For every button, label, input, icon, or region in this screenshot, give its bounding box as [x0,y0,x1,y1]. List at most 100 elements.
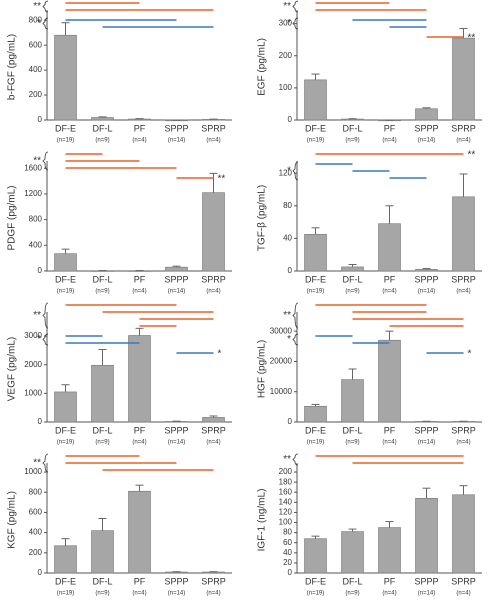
panel: 0 400 800 1200 1600 PDGF (pg/mL) DF-E (n=19) DF-… [7,151,232,295]
bar [415,497,438,574]
y-tick-label: 100 [279,83,293,92]
bar [91,530,114,574]
x-tick-label: DF-L [343,274,363,284]
n-label: (n=9) [95,138,109,144]
y-tick-label: 0 [38,266,43,275]
x-tick-label: SPPP [414,576,438,586]
y-tick-label: 80 [283,528,292,537]
bar [452,37,475,121]
n-label: (n=14) [418,440,436,446]
bar [304,234,327,272]
y-tick-label: 60 [283,538,292,547]
n-label: (n=14) [418,289,436,295]
x-tick-label: SPRP [201,576,226,586]
x-tick-label: PF [384,425,396,435]
x-tick-label: SPPP [164,123,188,133]
x-tick-label: SPRP [201,274,226,284]
brace [42,0,49,13]
brace [42,453,49,473]
y-tick-label: 100 [279,518,293,527]
bar [378,527,401,574]
n-label: (n=14) [168,591,186,597]
x-tick-label: PF [384,274,396,284]
significance-label: ** [218,174,226,185]
bar [304,405,327,423]
bar [304,79,327,121]
significance-label: * [287,18,291,29]
n-label: (n=14) [168,440,186,446]
x-tick-label: SPRP [201,123,226,133]
x-tick-label: SPPP [414,425,438,435]
n-label: (n=19) [57,591,75,597]
y-tick-label: 0 [288,266,293,275]
n-label: (n=4) [382,591,396,597]
brace [42,151,49,171]
y-tick-label: 600 [29,508,43,517]
y-tick-label: 400 [29,240,43,249]
bar [378,223,401,272]
x-tick-label: SPPP [164,576,188,586]
x-tick-label: SPRP [451,274,476,284]
bar [202,417,225,423]
n-label: (n=9) [95,440,109,446]
n-label: (n=14) [418,138,436,144]
panel: 0 200 400 600 800 1000 KGF (pg/mL) DF-E (n=19) DF… [7,453,232,597]
bar [378,339,401,423]
n-label: (n=19) [307,591,325,597]
brace [292,453,299,466]
n-label: (n=14) [168,289,186,295]
x-tick-label: DF-E [305,576,326,586]
y-tick-label: 400 [29,65,43,74]
bar [54,34,77,121]
bar [202,192,225,272]
y-tick-label: 0 [288,115,293,124]
significance-label: ** [283,310,291,321]
significance-label: ** [468,150,476,161]
y-tick-label: 180 [279,477,293,486]
n-label: (n=4) [456,138,470,144]
brace [292,302,299,329]
x-tick-label: PF [384,576,396,586]
n-label: (n=4) [456,440,470,446]
n-label: (n=9) [345,289,359,295]
y-tick-label: 20 [283,558,292,567]
brace [42,17,49,30]
n-label: (n=9) [95,289,109,295]
y-tick-label: 800 [29,487,43,496]
y-tick-label: 200 [279,51,293,60]
significance-label: * [468,349,472,360]
y-tick-label: 200 [29,548,43,557]
y-tick-label: 0 [38,568,43,577]
bar [341,531,364,574]
n-label: (n=4) [206,440,220,446]
bar [165,266,188,272]
significance-label: ** [33,458,41,469]
n-label: (n=4) [132,440,146,446]
y-tick-label: 0 [288,417,293,426]
bar [54,391,77,423]
n-label: (n=4) [132,138,146,144]
brace [292,17,299,30]
n-label: (n=9) [345,440,359,446]
significance-label: * [287,166,291,177]
panel: 0 200 400 600 800 b-FGF (pg/mL) DF-E (n=19) DF-L… [7,0,232,144]
bar [91,364,114,423]
x-tick-label: SPRP [201,425,226,435]
x-tick-label: PF [384,123,396,133]
bar [415,269,438,272]
y-tick-label: 140 [279,497,293,506]
panel: 0 1000 2000 3000 VEGF (pg/mL) DF-E (n=19) DF-L (… [7,302,232,446]
panel: 0 40 80 120 TGF-β (pg/mL) DF-E (n=19) DF-L (n=9)… [257,150,482,295]
significance-label: * [287,334,291,345]
y-tick-label: 40 [283,233,292,242]
n-label: (n=4) [206,591,220,597]
bar [452,494,475,574]
significance-label: ** [283,454,291,465]
n-label: (n=4) [456,591,470,597]
y-axis-label: KGF (pg/mL) [7,491,18,549]
x-tick-label: SPPP [414,274,438,284]
y-axis-label: VEGF (pg/mL) [7,337,18,401]
y-tick-label: 1600 [24,163,42,172]
y-tick-label: 2000 [24,360,42,369]
